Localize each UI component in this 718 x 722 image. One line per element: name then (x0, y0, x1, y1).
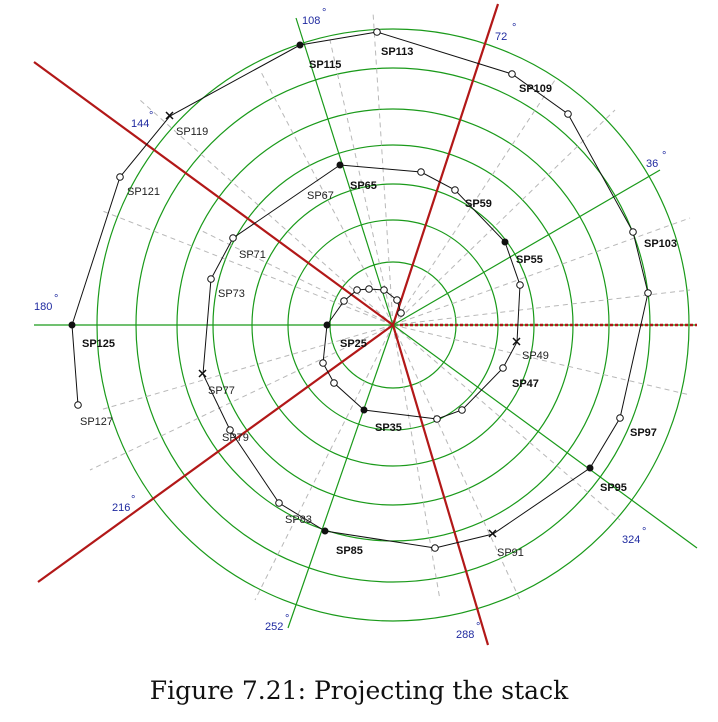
angle-label-sup: ° (322, 7, 326, 19)
angle-label-sup: ° (662, 150, 666, 162)
stack-projection-figure: 36 ° 72 ° 108 ° 144 ° 180 ° 216 ° 252 ° … (33, 3, 698, 646)
station-label: SP121 (127, 186, 160, 198)
station-label: SP35 (375, 422, 402, 434)
open-station-markers (74, 28, 652, 552)
angle-label-sup: ° (512, 22, 516, 34)
green-radial-lines (34, 17, 698, 629)
angle-label-sup: ° (476, 621, 480, 633)
station-label: SP49 (522, 350, 549, 362)
station-label: SP71 (239, 249, 266, 261)
dashed-radial-guides (89, 11, 691, 601)
station-label: SP115 (309, 59, 341, 71)
figure-caption: Figure 7.21: Projecting the stack (149, 676, 569, 705)
station-label: SP109 (519, 83, 552, 95)
station-label: SP83 (285, 514, 312, 526)
station-label: SP91 (497, 547, 524, 559)
angle-label: 36 (646, 158, 658, 170)
station-label: SP127 (80, 416, 113, 428)
station-label: SP47 (512, 378, 539, 390)
station-label: SP113 (381, 46, 413, 58)
cross-markers (165, 111, 521, 538)
station-label: SP65 (350, 180, 377, 192)
angle-label-sup: ° (131, 494, 135, 506)
angle-label-sup: ° (149, 110, 153, 122)
station-label: SP79 (222, 432, 249, 444)
angle-label: 324 (622, 534, 640, 546)
station-label: SP25 (340, 338, 367, 350)
station-label: SP59 (465, 198, 492, 210)
station-labels: SP25 SP35 SP47 SP49 SP55 SP59 SP65 SP67 … (80, 46, 677, 559)
angle-label-sup: ° (285, 613, 289, 625)
angle-label: 252 (265, 621, 283, 633)
station-label: SP103 (644, 238, 677, 250)
angle-label: 72 (495, 31, 507, 43)
projection-lines (33, 3, 500, 646)
station-label: SP95 (600, 482, 627, 494)
path-markers (68, 28, 652, 552)
station-label: SP55 (516, 254, 543, 266)
station-label: SP73 (218, 288, 245, 300)
station-label: SP119 (176, 126, 208, 138)
solid-station-markers (68, 41, 594, 535)
angle-label: 108 (302, 15, 320, 27)
station-label: SP67 (307, 190, 334, 202)
station-label: SP125 (82, 338, 115, 350)
station-label: SP85 (336, 545, 363, 557)
angle-label-sup: ° (54, 293, 58, 305)
angle-label: 180 (34, 301, 52, 313)
angle-label-sup: ° (642, 526, 646, 538)
stack-survey-path (71, 31, 649, 549)
angle-labels: 36 ° 72 ° 108 ° 144 ° 180 ° 216 ° 252 ° … (34, 7, 666, 641)
angle-label: 144 (131, 118, 149, 130)
angle-label: 288 (456, 629, 474, 641)
angle-label: 216 (112, 502, 130, 514)
station-label: SP77 (208, 385, 235, 397)
station-label: SP97 (630, 427, 657, 439)
